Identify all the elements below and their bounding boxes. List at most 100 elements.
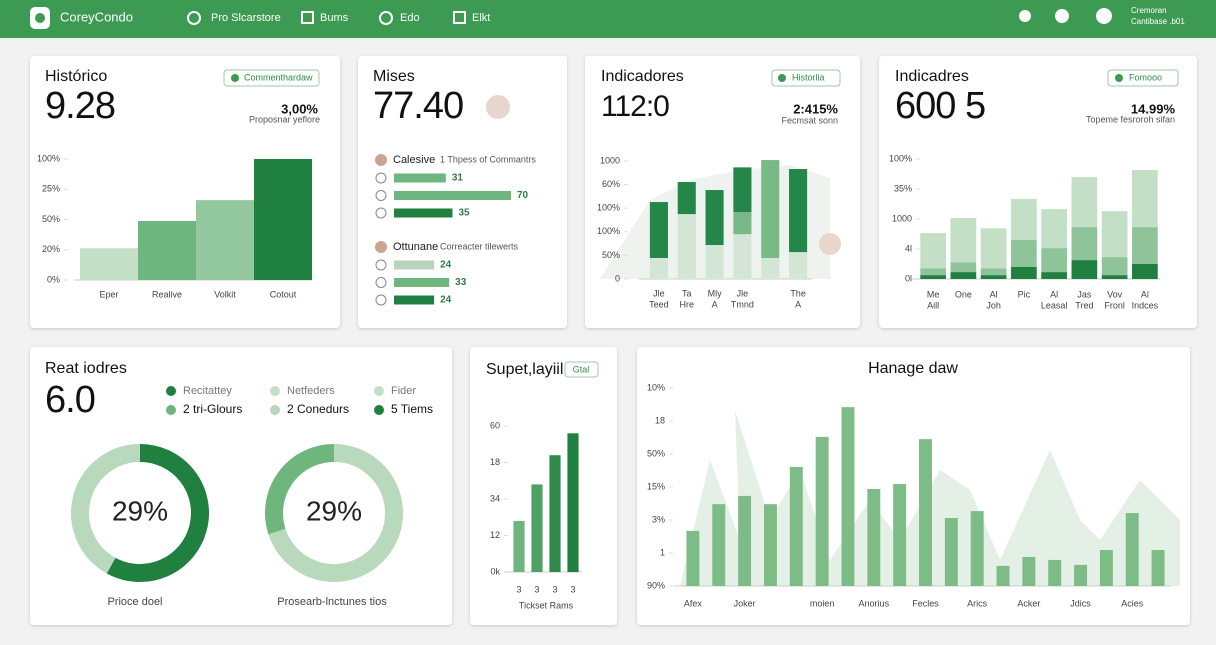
- bar-segment: [1041, 272, 1067, 279]
- bar: [567, 433, 579, 572]
- y-tick-label: 60%: [602, 179, 620, 189]
- value-label: 33: [455, 277, 467, 288]
- bar-segment: [950, 218, 977, 263]
- y-tick-label: 100%: [597, 226, 620, 236]
- bar-segment: [677, 182, 696, 215]
- x-tick-label: Jle: [737, 288, 749, 298]
- avatar: [375, 241, 387, 253]
- badge[interactable]: [223, 69, 320, 87]
- badge[interactable]: [771, 69, 841, 87]
- card-title: Indicadores: [601, 68, 684, 85]
- nav-icon: [379, 11, 393, 25]
- badge-text: Gtal: [573, 364, 590, 374]
- bar-segment: [980, 275, 1007, 279]
- row-icon: [375, 190, 387, 201]
- x-tick-label: Joker: [734, 598, 756, 608]
- brand[interactable]: CoreyCondo: [60, 9, 133, 24]
- bar: [867, 488, 881, 586]
- y-tick-label: 50%: [602, 250, 620, 260]
- x-tick-label: Jdics: [1070, 598, 1091, 608]
- bar-segment: [1132, 227, 1158, 264]
- donut-center: 29%: [306, 495, 362, 526]
- x-tick-label: Joh: [986, 300, 1001, 310]
- bar: [549, 455, 561, 572]
- bar: [712, 504, 726, 586]
- x-tick-label: A: [795, 299, 801, 309]
- axis-title: Tickset Rams: [519, 600, 574, 610]
- icon-button[interactable]: [1055, 9, 1069, 23]
- card: [30, 347, 452, 625]
- icon-button[interactable]: [1019, 10, 1031, 22]
- card-title: Reat iodres: [45, 360, 127, 377]
- x-tick-label: Afex: [684, 598, 703, 608]
- y-tick-label: 100%: [597, 203, 620, 213]
- bar-segment: [920, 233, 946, 269]
- row-icon: [375, 294, 387, 306]
- donut-caption: Prosearb-lnctunes tios: [277, 596, 387, 608]
- user-name[interactable]: Cremoran: [1131, 6, 1167, 15]
- x-tick-label: Al: [1050, 289, 1058, 299]
- logo-dot: [35, 13, 45, 23]
- card-title: Hanage daw: [868, 360, 958, 377]
- legend-swatch: [270, 405, 280, 415]
- group-name: Ottunane: [393, 241, 438, 253]
- y-tick-label: 3%: [652, 514, 665, 524]
- y-tick-label: 90%: [647, 580, 665, 590]
- y-tick-label: 18: [490, 457, 500, 467]
- y-tick-label: 100%: [889, 153, 912, 163]
- bar-segment: [649, 257, 668, 279]
- y-tick-label: 20%: [42, 244, 60, 254]
- bar: [513, 520, 525, 572]
- bar: [893, 484, 907, 586]
- bar: [944, 518, 958, 586]
- kpi: 9.28: [45, 85, 115, 127]
- bar-segment: [1041, 248, 1067, 273]
- y-tick-label: 35%: [894, 183, 912, 193]
- bar-segment: [705, 245, 724, 279]
- bar-segment: [920, 275, 946, 279]
- kpi: 112:0: [601, 90, 669, 123]
- x-tick-label: Al: [1141, 289, 1149, 299]
- bar-segment: [980, 268, 1007, 276]
- x-tick-label: Cotout: [270, 289, 297, 299]
- bar: [394, 278, 450, 287]
- donut-segment: [71, 444, 141, 574]
- value-label: 35: [459, 208, 471, 219]
- x-tick-label: Jle: [653, 288, 665, 298]
- bar-segment: [1101, 275, 1128, 279]
- icon-button[interactable]: [1096, 8, 1112, 24]
- value-label: 24: [440, 295, 452, 306]
- x-tick-label: Tred: [1075, 300, 1093, 310]
- donut-caption: Prioce doel: [107, 596, 162, 608]
- bar: [196, 200, 254, 280]
- x-tick-label: One: [955, 289, 972, 299]
- delta: 3,00%: [281, 101, 318, 116]
- value-label: 31: [452, 173, 464, 184]
- nav-item[interactable]: Edo: [400, 12, 420, 24]
- nav-item[interactable]: Pro Slcarstore: [211, 12, 281, 24]
- bar-segment: [950, 272, 977, 279]
- x-tick-label: 3: [552, 584, 557, 594]
- bar: [1125, 513, 1139, 586]
- y-tick-label: 15%: [647, 481, 665, 491]
- user-org[interactable]: Cantibase .b01: [1131, 17, 1185, 26]
- avatar[interactable]: [819, 233, 841, 255]
- x-tick-label: 3: [570, 584, 575, 594]
- bar: [1074, 564, 1088, 586]
- avatar: [375, 154, 387, 166]
- x-tick-label: Pic: [1018, 289, 1031, 299]
- nav-item[interactable]: Elkt: [472, 12, 490, 24]
- bar: [1151, 550, 1165, 586]
- legend-label: 5 Tiems: [391, 402, 433, 416]
- badge-icon: [778, 74, 786, 82]
- badge[interactable]: [564, 361, 599, 378]
- y-tick-label: 4l: [905, 243, 912, 253]
- avatar[interactable]: [486, 95, 510, 119]
- nav-item[interactable]: Bums: [320, 12, 349, 24]
- badge[interactable]: [1107, 69, 1179, 87]
- legend-swatch: [270, 386, 280, 396]
- bar-segment: [1132, 264, 1158, 279]
- y-tick-label: 0k: [490, 566, 500, 576]
- bar-segment: [1101, 211, 1128, 258]
- x-tick-label: Indces: [1132, 300, 1159, 310]
